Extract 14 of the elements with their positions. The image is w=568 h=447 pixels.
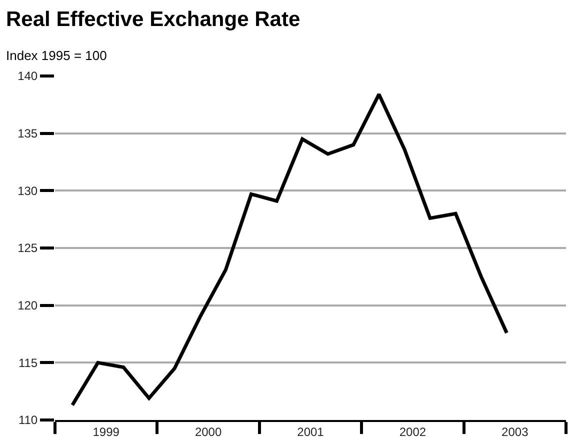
chart-subtitle: Index 1995 = 100 [6, 48, 107, 63]
y-tick-label: 120 [18, 298, 38, 313]
x-tick-label: 2001 [297, 425, 324, 440]
y-tick-label: 130 [18, 184, 38, 198]
y-tick-label: 135 [18, 126, 38, 141]
y-tick-label: 140 [18, 69, 38, 84]
y-tick-label: 110 [18, 413, 38, 428]
x-tick-label: 2000 [194, 425, 222, 440]
y-tick-label: 125 [18, 241, 38, 256]
chart-title: Real Effective Exchange Rate [6, 8, 300, 31]
x-tick-label: 1999 [92, 425, 120, 440]
x-tick-label: 2002 [399, 425, 426, 440]
x-tick-label: 2003 [502, 425, 529, 440]
y-tick-label: 115 [18, 356, 38, 370]
